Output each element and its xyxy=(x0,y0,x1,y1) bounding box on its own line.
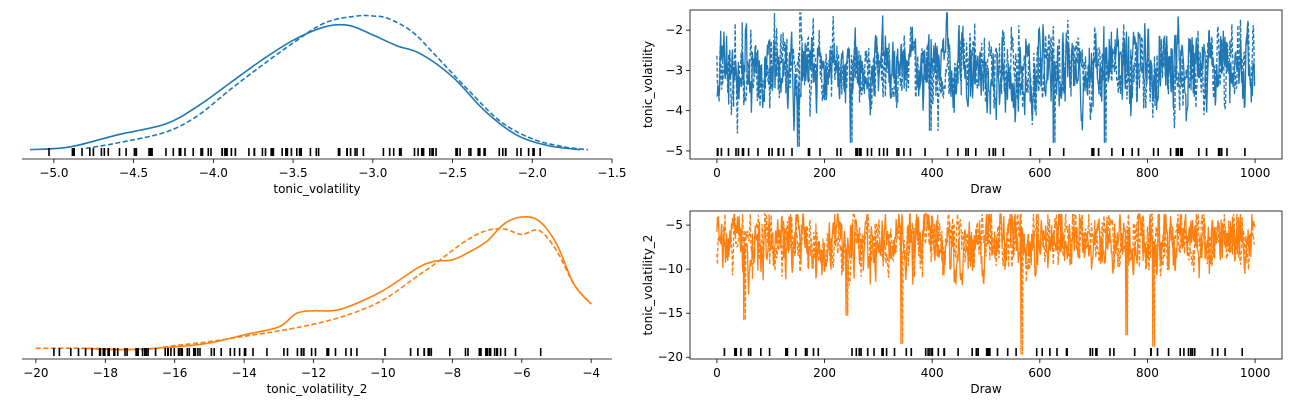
trace-plot-tonic-volatility: 0 200 400 600 800 1000 −5 −4 −3 −2 Draw tonic_volat… xyxy=(641,9,1283,196)
x-tick-label: 400 xyxy=(921,366,944,380)
trace-line-dashed xyxy=(716,211,1256,355)
trace-plot-tonic-volatility-2: 0 200 400 600 800 1000 −20 −15 −10 −5 Draw tonic_vo… xyxy=(641,210,1283,396)
y-tick-label: −15 xyxy=(658,306,683,320)
x-tick-label: −6 xyxy=(513,366,531,380)
x-tick-label: −2.5 xyxy=(438,166,467,180)
x-tick-label: −20 xyxy=(23,366,48,380)
x-tick-label: −12 xyxy=(301,366,326,380)
x-tick-label: −10 xyxy=(370,366,395,380)
y-tick-label: −2 xyxy=(665,23,683,37)
x-tick-label: 1000 xyxy=(1240,166,1271,180)
x-tick-label: 0 xyxy=(713,166,721,180)
x-tick-label: 1000 xyxy=(1240,366,1271,380)
x-tick-label: 400 xyxy=(921,166,944,180)
kde-line-solid xyxy=(29,23,581,151)
x-tick-label: 600 xyxy=(1028,166,1051,180)
y-tick-label: −4 xyxy=(665,104,683,118)
x-axis-label: Draw xyxy=(970,382,1002,396)
y-tick-label: −10 xyxy=(658,262,683,276)
x-axis-label: Draw xyxy=(970,182,1002,196)
y-axis-label: tonic_volatility_2 xyxy=(641,235,655,336)
kde-line-solid xyxy=(80,216,592,351)
x-tick-label: −1.5 xyxy=(597,166,626,180)
x-tick-label: 200 xyxy=(813,366,836,380)
kde-plot-tonic-volatility: −5.0 −4.5 −4.0 −3.5 −3.0 −2.5 −2.0 −1.5 tonic_vo… xyxy=(22,14,627,196)
x-tick-label: −4.5 xyxy=(119,166,148,180)
x-tick-label: −5.0 xyxy=(39,166,68,180)
x-tick-label: −16 xyxy=(162,366,187,380)
x-axis-label: tonic_volatility xyxy=(273,182,360,196)
kde-line-dashed xyxy=(35,227,592,351)
x-tick-label: −4 xyxy=(582,366,600,380)
trace-line-dashed xyxy=(716,12,1256,147)
y-axis-label: tonic_volatility xyxy=(641,41,655,128)
x-tick-label: 0 xyxy=(713,366,721,380)
x-tick-label: −3.5 xyxy=(279,166,308,180)
x-tick-label: −8 xyxy=(444,366,462,380)
y-tick-label: −20 xyxy=(658,350,683,364)
x-tick-label: −3.0 xyxy=(358,166,387,180)
x-axis-label: tonic_volatility_2 xyxy=(267,382,368,396)
x-tick-label: 200 xyxy=(813,166,836,180)
x-tick-label: 800 xyxy=(1136,166,1159,180)
kde-line-dashed xyxy=(85,14,589,151)
x-tick-label: 600 xyxy=(1028,366,1051,380)
x-tick-label: −18 xyxy=(93,366,118,380)
y-tick-label: −5 xyxy=(665,144,683,158)
plot-frame xyxy=(689,9,1283,160)
plot-frame xyxy=(689,210,1283,360)
x-tick-label: −4.0 xyxy=(199,166,228,180)
x-tick-label: −14 xyxy=(231,366,256,380)
x-tick-label: −2.0 xyxy=(518,166,547,180)
x-tick-label: 800 xyxy=(1136,366,1159,380)
y-tick-label: −3 xyxy=(665,63,683,77)
kde-plot-tonic-volatility-2: −20 −18 −16 −14 −12 −10 −8 −6 −4 tonic_volatility… xyxy=(22,216,612,396)
y-tick-label: −5 xyxy=(665,218,683,232)
